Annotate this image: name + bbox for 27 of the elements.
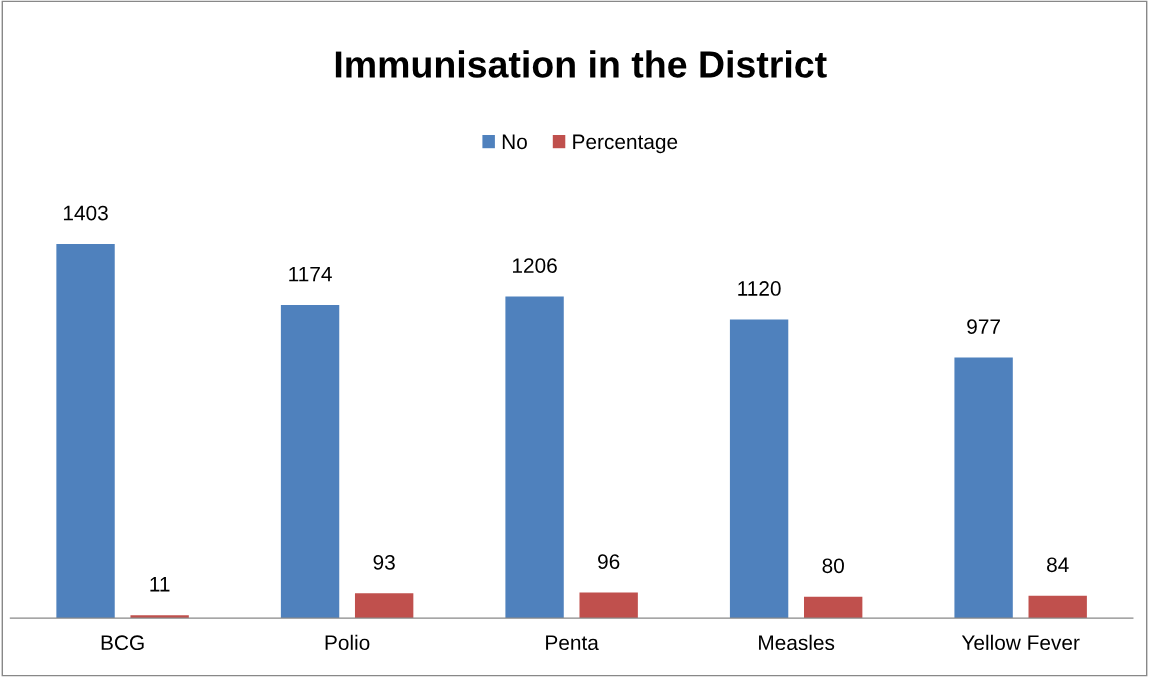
bar: [56, 243, 115, 619]
data-label: 84: [1047, 557, 1069, 573]
x-tick-label: Penta: [546, 635, 599, 651]
data-label: 1174: [289, 266, 332, 282]
data-label: 1206: [513, 258, 557, 273]
chart-title: Immunisation in the District: [335, 50, 827, 78]
x-tick-label: Measles: [759, 634, 835, 651]
x-tick-label: Yellow Fever: [961, 634, 1080, 651]
x-tick-label: BCG: [101, 635, 144, 651]
bar: [280, 305, 340, 619]
data-label: 96: [598, 554, 620, 569]
data-label: 80: [822, 558, 844, 574]
bar: [954, 357, 1013, 619]
data-label: 11: [150, 577, 170, 592]
legend-label: Percentage: [573, 134, 678, 154]
bar: [729, 319, 789, 619]
bar: [354, 593, 414, 619]
bar: [579, 592, 638, 619]
data-label: 93: [373, 554, 395, 570]
data-label: 1403: [63, 205, 108, 221]
bar: [1028, 595, 1087, 619]
bar: [505, 296, 564, 619]
data-label: 977: [967, 319, 1000, 335]
legend-label: No: [502, 134, 527, 150]
bar: [804, 596, 863, 619]
data-label: 1120: [738, 281, 781, 296]
x-tick-label: Polio: [325, 634, 370, 651]
